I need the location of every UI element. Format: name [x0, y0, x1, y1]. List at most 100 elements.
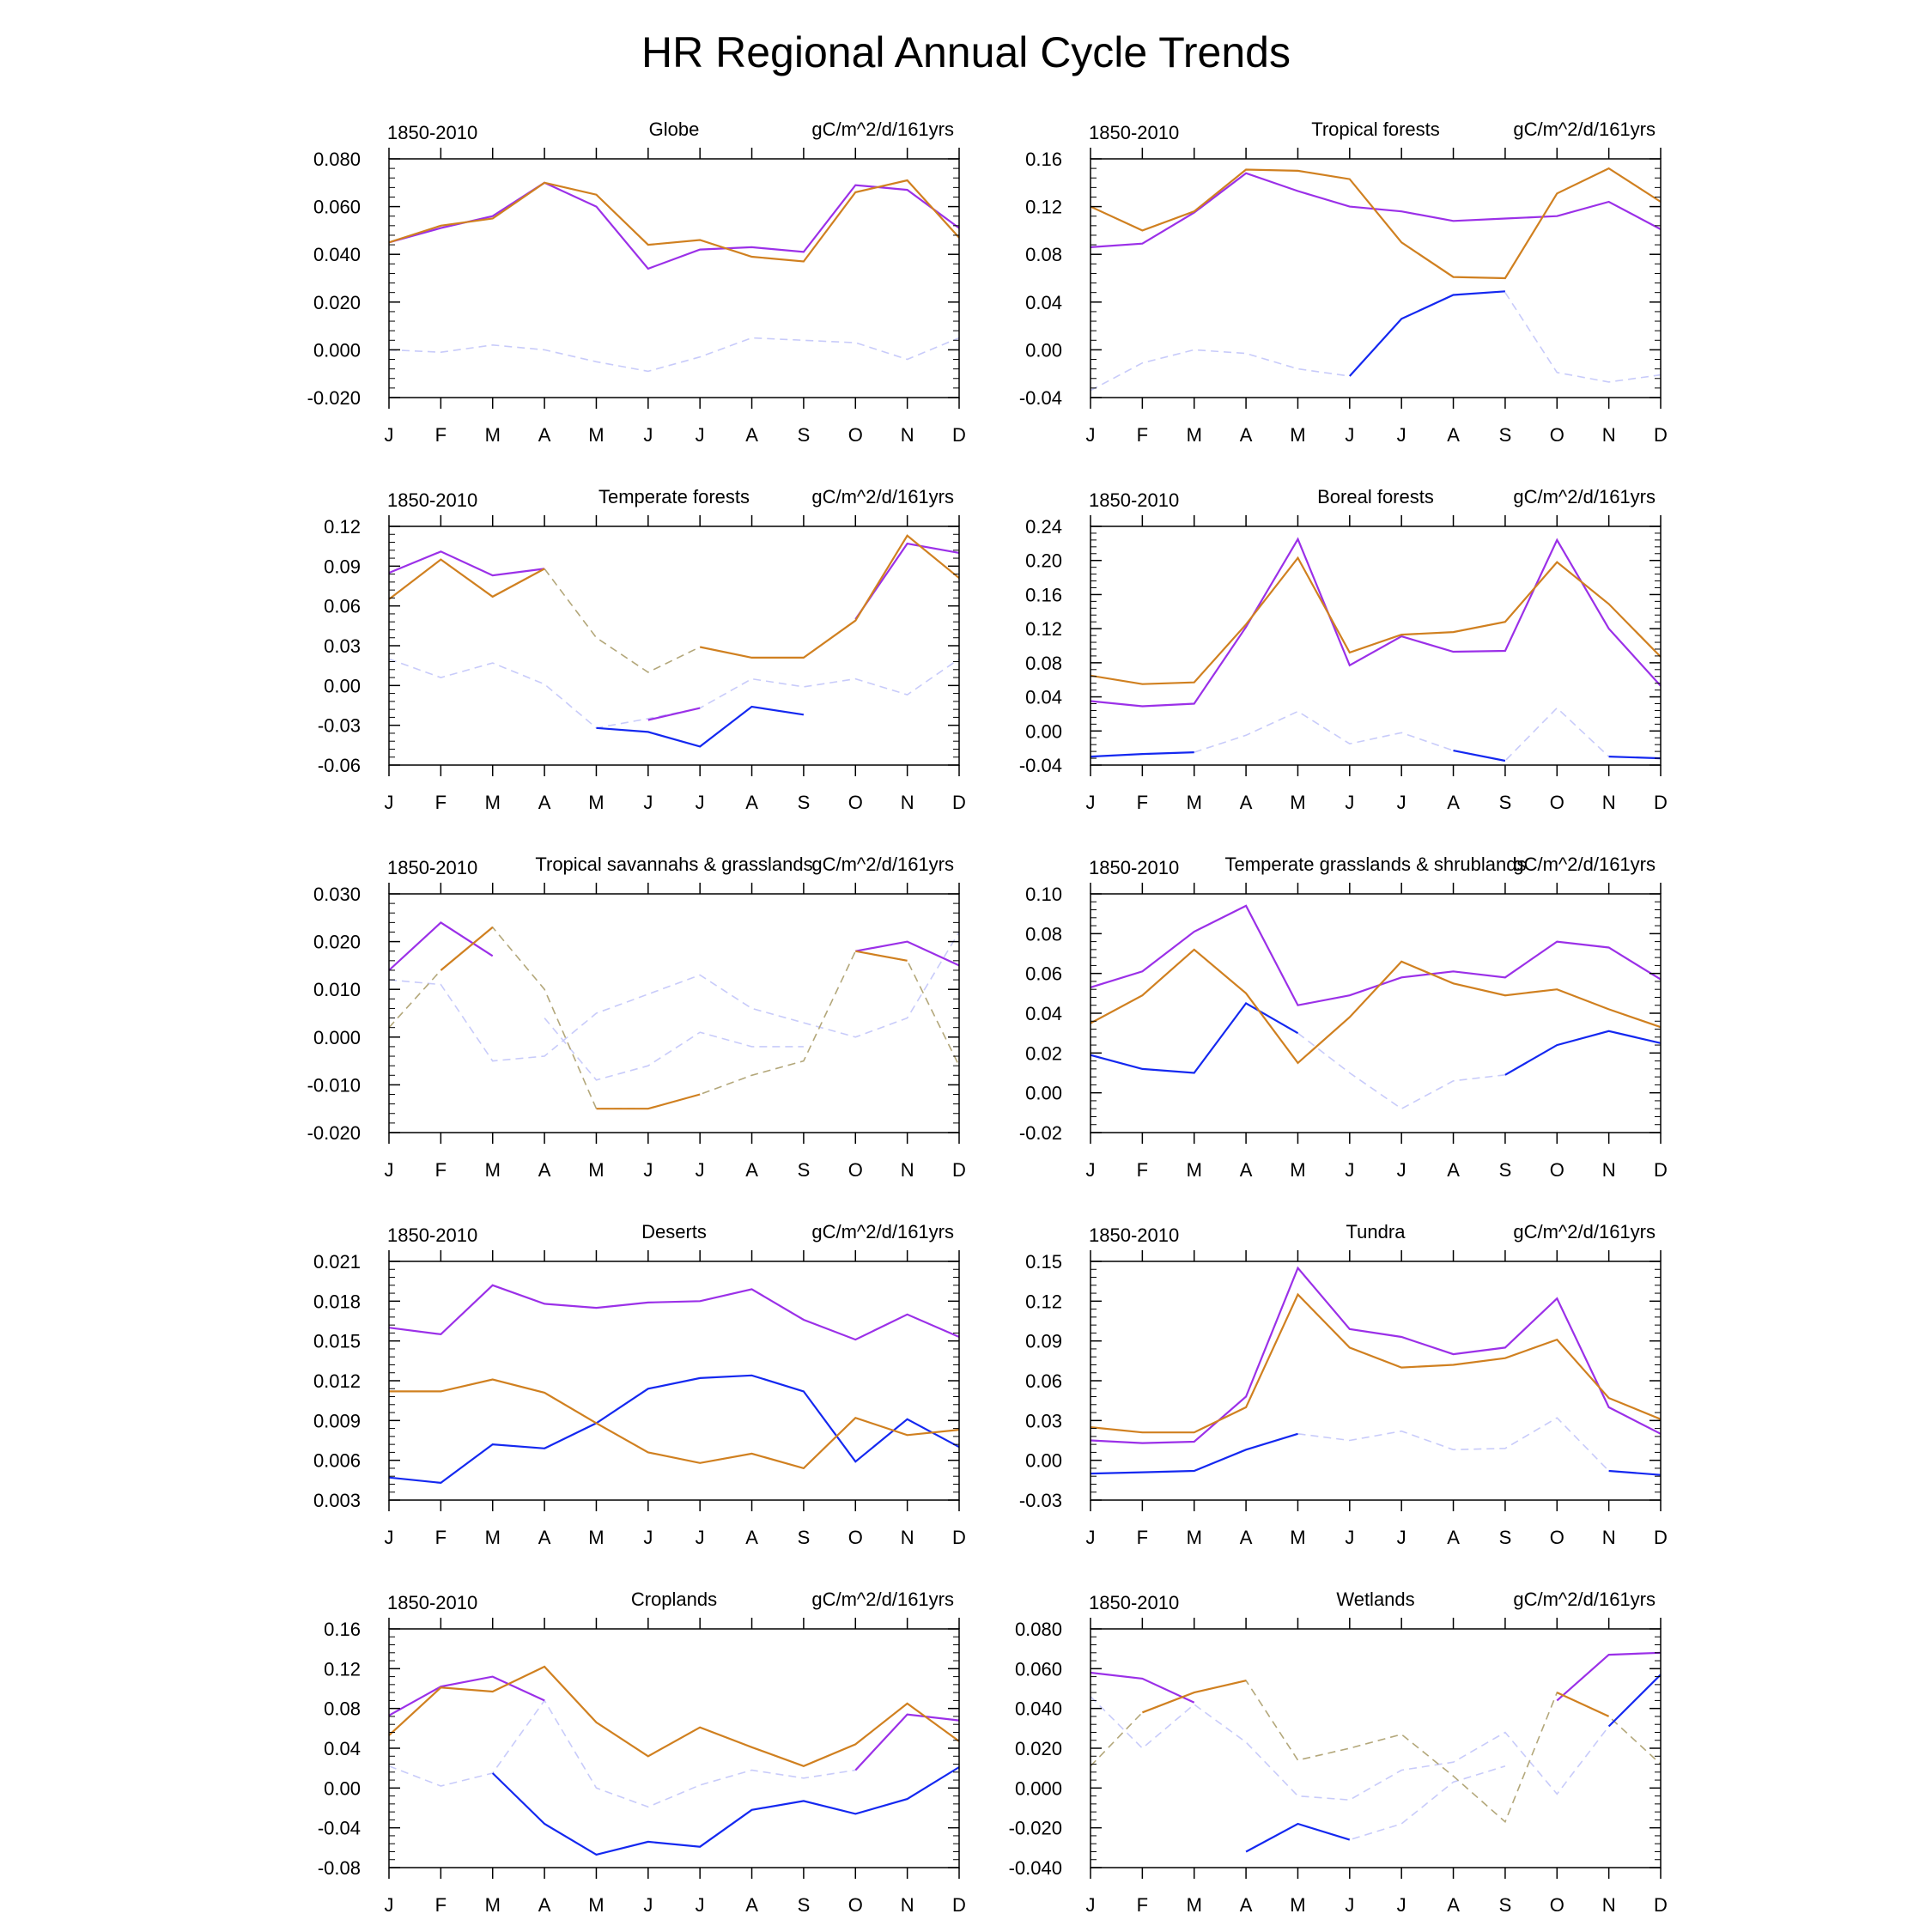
- panel-units-label: gC/m^2/d/161yrs: [811, 1589, 954, 1610]
- y-tick-label: 0.00: [324, 675, 361, 696]
- y-tick-label: 0.080: [313, 149, 361, 170]
- x-tick-label: A: [1240, 424, 1253, 446]
- panel-title: Deserts: [641, 1221, 707, 1242]
- y-tick-label: 0.09: [324, 556, 361, 577]
- x-tick-label: S: [1499, 792, 1512, 813]
- y-tick-label: 0.20: [1025, 550, 1062, 572]
- y-tick-label: 0.12: [324, 516, 361, 538]
- x-tick-label: J: [1345, 424, 1354, 446]
- x-tick-label: J: [696, 424, 705, 446]
- x-tick-label: N: [901, 424, 914, 446]
- x-tick-label: J: [1086, 1527, 1096, 1548]
- x-tick-label: F: [435, 792, 447, 813]
- series-line: [1090, 1266, 1662, 1444]
- x-tick-label: N: [1602, 1159, 1616, 1181]
- y-tick-label: -0.04: [1019, 755, 1062, 776]
- panel-period-label: 1850-2010: [1089, 857, 1179, 878]
- x-tick-label: J: [1345, 1527, 1354, 1548]
- y-tick-label: -0.020: [307, 387, 361, 409]
- x-tick-label: A: [538, 1159, 551, 1181]
- x-tick-label: D: [1654, 792, 1668, 813]
- series-line: [1090, 167, 1662, 280]
- x-tick-label: N: [901, 1527, 914, 1548]
- plot-frame: [1090, 158, 1662, 398]
- series-line: [1090, 537, 1662, 708]
- x-tick-label: A: [1240, 1159, 1253, 1181]
- y-tick-label: 0.000: [313, 1027, 361, 1048]
- series-line: [388, 1698, 856, 1808]
- panel-units-label: gC/m^2/d/161yrs: [811, 854, 954, 875]
- y-tick-label: 0.000: [1015, 1777, 1062, 1799]
- y-tick-label: 0.10: [1025, 884, 1062, 905]
- panel-units-label: gC/m^2/d/161yrs: [1513, 854, 1656, 875]
- plot-frame: [1090, 1261, 1662, 1501]
- panel-title: Temperate grasslands & shrublands: [1225, 854, 1527, 875]
- x-tick-label: M: [1290, 1894, 1305, 1916]
- series-line: [1090, 556, 1662, 685]
- x-tick-label: J: [1086, 424, 1096, 446]
- plot-frame: [1090, 893, 1662, 1133]
- x-tick-label: M: [588, 792, 604, 813]
- y-tick-label: 0.020: [313, 932, 361, 953]
- x-tick-label: M: [485, 1159, 501, 1181]
- y-tick-label: 0.12: [324, 1658, 361, 1680]
- panel-period-label: 1850-2010: [387, 1592, 477, 1613]
- x-tick-label: J: [1397, 1159, 1406, 1181]
- x-tick-label: J: [1345, 1894, 1354, 1916]
- x-tick-label: J: [1397, 1894, 1406, 1916]
- x-tick-label: J: [1345, 792, 1354, 813]
- series-line: [388, 921, 494, 971]
- x-tick-label: F: [1137, 1894, 1148, 1916]
- x-tick-label: M: [485, 1527, 501, 1548]
- y-tick-label: 0.012: [313, 1370, 361, 1392]
- x-tick-label: S: [1499, 424, 1512, 446]
- y-tick-label: 0.020: [313, 292, 361, 313]
- panel-title: Temperate forests: [598, 486, 750, 507]
- series-line: [1090, 1671, 1195, 1704]
- y-tick-label: -0.03: [318, 715, 361, 737]
- series-line: [854, 542, 960, 620]
- x-tick-label: M: [588, 1527, 604, 1548]
- y-tick-label: -0.040: [1009, 1857, 1062, 1879]
- x-tick-label: M: [1187, 1159, 1202, 1181]
- x-tick-label: N: [1602, 1527, 1616, 1548]
- series-line: [1453, 750, 1506, 762]
- y-tick-label: 0.020: [1015, 1738, 1062, 1759]
- panel-period-label: 1850-2010: [387, 857, 477, 878]
- series-line: [491, 1766, 960, 1856]
- x-tick-label: M: [1290, 1527, 1305, 1548]
- x-tick-label: J: [385, 1527, 394, 1548]
- panel-title: Tropical forests: [1311, 118, 1440, 140]
- series-line: [1607, 1674, 1662, 1728]
- x-tick-label: O: [1550, 1894, 1564, 1916]
- x-tick-label: J: [696, 1527, 705, 1548]
- y-tick-label: 0.06: [1025, 963, 1062, 985]
- y-tick-label: 0.00: [1025, 1450, 1062, 1472]
- series-line: [1556, 1692, 1610, 1717]
- panel-7: 0.003 0.006 0.009 0.012 0.015 0.018 0.021 J F M A M…: [313, 1221, 966, 1548]
- x-tick-label: A: [1447, 424, 1460, 446]
- x-tick-label: M: [1187, 424, 1202, 446]
- y-tick-label: 0.08: [1025, 653, 1062, 674]
- y-tick-label: 0.12: [1025, 1291, 1062, 1312]
- x-tick-label: S: [798, 792, 811, 813]
- series-line: [1090, 1432, 1298, 1475]
- panel-units-label: gC/m^2/d/161yrs: [1513, 1589, 1656, 1610]
- x-tick-label: A: [538, 1894, 551, 1916]
- series-line: [1090, 1292, 1662, 1434]
- series-line: [1090, 349, 1350, 392]
- x-tick-label: J: [696, 1159, 705, 1181]
- x-tick-label: A: [745, 1159, 758, 1181]
- y-tick-label: 0.15: [1025, 1251, 1062, 1273]
- x-tick-label: O: [1550, 424, 1564, 446]
- y-tick-label: 0.00: [324, 1777, 361, 1799]
- x-tick-label: M: [588, 1159, 604, 1181]
- x-tick-label: D: [1654, 424, 1668, 446]
- x-tick-label: N: [1602, 1894, 1616, 1916]
- panel-8: -0.03 0.00 0.03 0.06 0.09 0.12 0.15 J F M A M J J A S O N…: [1019, 1221, 1668, 1548]
- series-line: [388, 1675, 545, 1716]
- x-tick-label: J: [643, 424, 653, 446]
- series-line: [1504, 1030, 1662, 1076]
- y-tick-label: 0.09: [1025, 1331, 1062, 1352]
